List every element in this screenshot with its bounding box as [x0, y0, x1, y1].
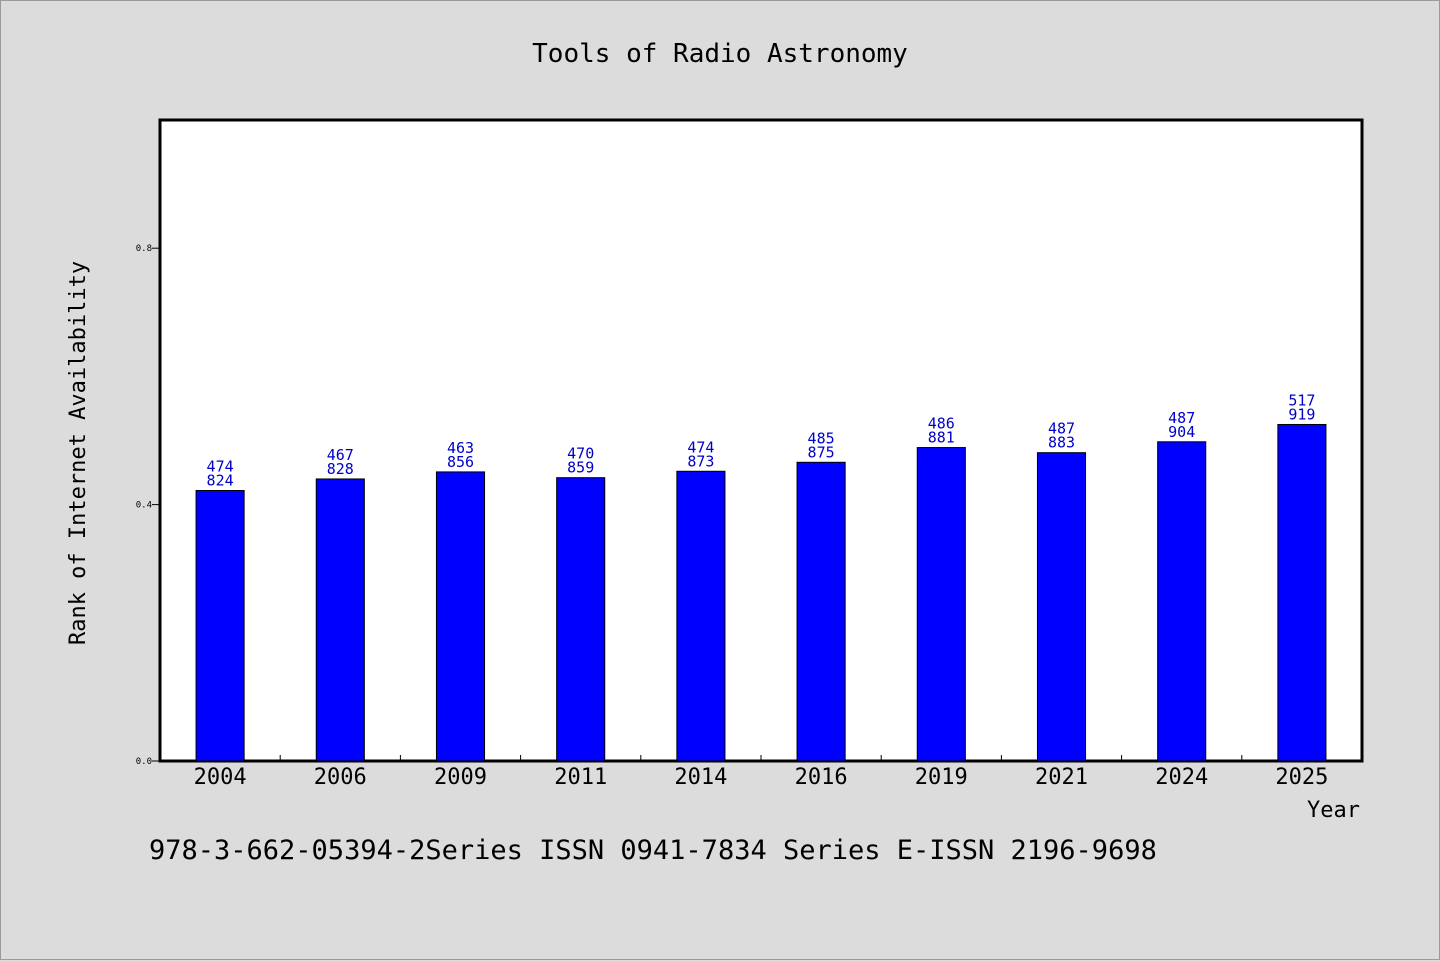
data-label: 859: [567, 459, 594, 477]
data-label: 474: [687, 438, 714, 456]
data-label: 487: [1168, 409, 1195, 427]
y-axis: 0.0 0.4 0.8: [136, 244, 160, 767]
x-tick-label: 2006: [314, 765, 367, 790]
data-label: 486: [928, 415, 955, 433]
bar-2004: [195, 489, 245, 762]
data-label: 883: [1048, 434, 1075, 452]
y-tick-label: 0.0: [136, 757, 152, 767]
x-tick-label: 2021: [1035, 765, 1088, 790]
y-axis-title: Rank of Internet Availability: [66, 261, 91, 645]
data-label: 470: [567, 445, 594, 463]
bar-2016: [796, 461, 846, 762]
data-label: 517: [1288, 391, 1315, 409]
data-label: 824: [207, 471, 234, 489]
data-label: 487: [1048, 420, 1075, 438]
x-axis-title: Year: [1307, 798, 1360, 823]
footer-isbn-text: 978-3-662-05394-2Series ISSN 0941-7834 S…: [149, 835, 1157, 866]
data-label: 474: [207, 457, 234, 475]
x-tick-label: 2009: [434, 765, 487, 790]
data-label: 875: [808, 443, 835, 461]
bars: [195, 423, 1327, 762]
data-label: 856: [447, 453, 474, 471]
bar-2019: [916, 447, 966, 762]
y-tick-label: 0.8: [136, 244, 152, 254]
data-label: 873: [687, 452, 714, 470]
x-tick-label: 2011: [554, 765, 607, 790]
bar-2011: [556, 477, 606, 762]
x-tick-label: 2025: [1275, 765, 1328, 790]
chart-title: Tools of Radio Astronomy: [532, 39, 908, 69]
data-label: 463: [447, 439, 474, 457]
bar-2021: [1036, 452, 1087, 762]
bar-2025: [1277, 423, 1327, 762]
data-label: 828: [327, 460, 354, 478]
bar-2009: [435, 471, 486, 762]
bar-2014: [676, 470, 726, 762]
data-label: 904: [1168, 423, 1195, 441]
x-axis: 2004 2006 2009 2011 2014 2016 2019 2021 2024 2025: [194, 755, 1328, 790]
x-tick-label: 2016: [795, 765, 848, 790]
y-tick-label: 0.4: [136, 501, 152, 511]
data-label: 485: [808, 429, 835, 447]
x-tick-label: 2019: [915, 765, 968, 790]
data-label: 881: [928, 429, 955, 447]
bar-2024: [1157, 441, 1207, 762]
data-label: 467: [327, 446, 354, 464]
bar-2006: [315, 478, 365, 762]
x-tick-label: 2004: [194, 765, 247, 790]
data-label: 919: [1288, 405, 1315, 423]
x-tick-label: 2024: [1155, 765, 1208, 790]
x-tick-label: 2014: [674, 765, 727, 790]
